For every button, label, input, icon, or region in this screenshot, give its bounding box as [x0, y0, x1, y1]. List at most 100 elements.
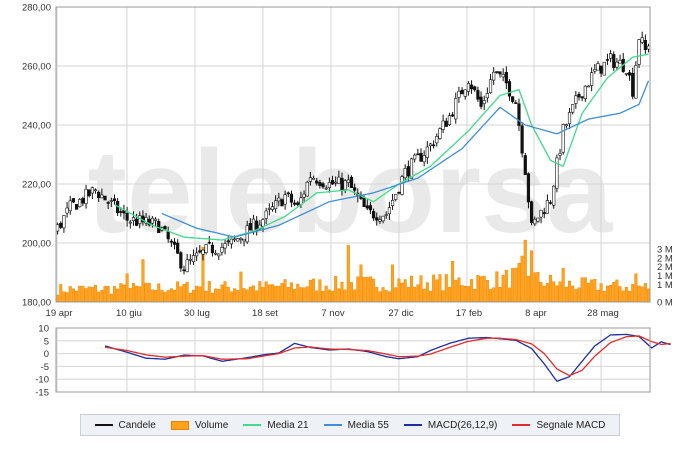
volume-bar — [112, 286, 116, 303]
candle — [264, 207, 268, 225]
date-tick-label: 19 apr — [46, 308, 73, 319]
watermark-logo: teleborsa — [88, 126, 614, 258]
legend-swatch — [170, 420, 189, 430]
candle — [561, 123, 565, 155]
volume-bar — [173, 290, 177, 303]
legend-swatch — [512, 424, 531, 426]
volume-bar — [539, 282, 543, 303]
candle — [583, 85, 587, 102]
volume-bar — [312, 278, 316, 303]
candle — [198, 245, 202, 254]
candle — [135, 213, 139, 227]
volume-bar — [324, 285, 328, 303]
candle — [419, 148, 423, 162]
candle — [586, 85, 591, 88]
volume-bar — [530, 250, 534, 303]
candle — [267, 203, 271, 216]
volume-bar — [340, 281, 344, 303]
volume-bar — [204, 290, 208, 303]
candle — [236, 238, 240, 242]
candle — [460, 87, 464, 95]
candle — [495, 71, 499, 74]
legend-item-volume: Volume — [170, 420, 228, 431]
volume-bar — [87, 286, 91, 303]
volume-bar — [504, 269, 508, 303]
candle — [81, 196, 85, 207]
volume-bar — [245, 289, 249, 303]
candle — [93, 188, 98, 194]
volume-bar — [470, 279, 474, 303]
volume-bar — [334, 276, 338, 303]
volume-bar — [372, 278, 376, 303]
candle — [239, 236, 243, 244]
volume-tick-label: 3 M — [657, 244, 673, 255]
candle — [242, 238, 246, 247]
volume-bar — [179, 286, 183, 303]
volume-bar — [643, 283, 647, 303]
volume-bar — [552, 281, 556, 303]
candle — [125, 206, 129, 227]
candle — [457, 86, 461, 103]
candle — [545, 194, 549, 214]
volume-bar — [62, 291, 66, 303]
volume-bar — [239, 271, 243, 303]
candle — [615, 58, 619, 71]
volume-bar — [501, 275, 505, 303]
volume-bar — [264, 281, 268, 303]
candle — [296, 200, 300, 207]
volume-bar — [157, 283, 161, 303]
candle — [447, 112, 452, 127]
volume-bar — [90, 287, 94, 303]
candle — [596, 61, 600, 71]
price-tick-label: 240,00 — [22, 121, 51, 132]
candle — [397, 191, 401, 195]
candle — [277, 192, 281, 207]
volume-bar — [580, 277, 584, 303]
legend-swatch — [94, 424, 113, 426]
candle — [580, 96, 584, 102]
volume-bar — [602, 290, 606, 303]
candle — [413, 153, 417, 163]
volume-bar — [59, 284, 63, 303]
legend-label: Media 21 — [267, 419, 309, 431]
volume-bar — [217, 288, 221, 303]
candle — [394, 193, 398, 202]
volume-bar — [116, 288, 120, 303]
date-tick-label: 28 mag — [587, 308, 619, 319]
volume-bar — [141, 259, 145, 303]
candle — [188, 254, 192, 265]
volume-bar — [346, 245, 350, 303]
candle — [533, 216, 537, 226]
candle — [97, 190, 101, 202]
volume-bar — [131, 283, 135, 303]
candle — [454, 92, 458, 124]
volume-bar — [463, 285, 467, 303]
volume-bar — [428, 290, 432, 303]
candle — [479, 91, 483, 110]
candle — [305, 180, 309, 197]
candle — [68, 195, 72, 215]
volume-bar — [609, 285, 613, 303]
volume-bar — [466, 286, 470, 303]
macd-lines — [104, 333, 671, 382]
volume-bar — [71, 288, 75, 303]
volume-bar — [628, 290, 632, 303]
date-tick-label: 18 set — [252, 308, 278, 319]
legend-label: Segnale MACD — [536, 419, 606, 431]
candle — [378, 215, 382, 225]
candle — [488, 73, 493, 94]
moving-average-lines — [114, 53, 650, 241]
candle — [324, 185, 328, 191]
candle — [163, 225, 167, 230]
candle — [501, 68, 505, 82]
volume-bar — [605, 285, 609, 303]
candle — [624, 72, 628, 77]
candle — [536, 217, 540, 223]
volume-bar — [68, 286, 72, 303]
macd-tick-label: -15 — [35, 388, 49, 399]
candle — [217, 253, 221, 260]
candle — [567, 108, 572, 130]
volume-bar — [476, 275, 480, 303]
volume-bar — [214, 288, 218, 303]
macd-grid — [56, 327, 650, 393]
